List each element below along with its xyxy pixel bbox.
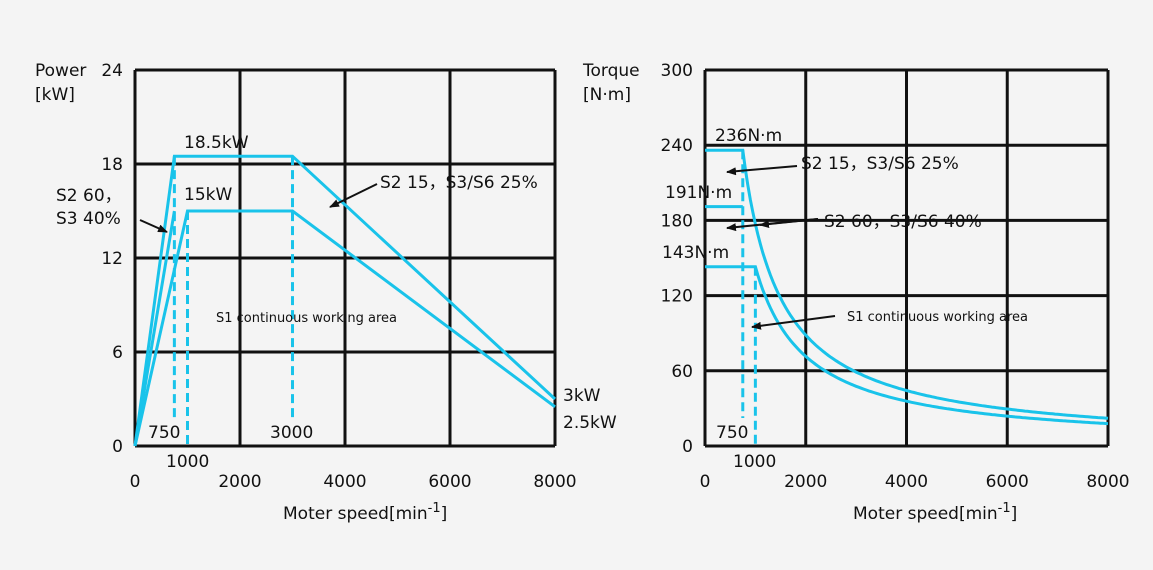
c2-xtick-2000: 2000 [784,472,827,492]
power-label-750: 750 [148,423,180,443]
c2-ytick-240: 240 [661,136,693,156]
power-series-line-0 [133,154,557,447]
torque-series-line-0 [705,148,1109,420]
torque-annotation-236nm: 236N·m [715,126,782,146]
power-grid [133,68,557,448]
power-series-line-1 [133,210,176,447]
power-xlabel: Moter speed[min-1] [283,501,447,524]
c2-ytick-0: 0 [682,437,693,457]
torque-ylabel-line2: [N·m] [583,85,631,105]
power-annotation-2-5kw: 2.5kW [563,413,617,433]
c2-xtick-4000: 4000 [885,472,928,492]
c1-xtick-0: 0 [130,472,141,492]
power-annotation-s1: S1 continuous working area [216,311,397,326]
power-annotation-s2-15: S2 15，S3/S6 25% [380,173,538,193]
torque-arrow-s1 [751,315,836,330]
power-chart: 0 2000 4000 6000 8000 0 6 12 18 24 Power [kW] Mot… [35,61,617,524]
power-annotation-15kw: 15kW [184,185,232,205]
c2-ytick-180: 180 [661,211,693,231]
power-arrow-s2-60 [139,219,168,233]
power-annotation-s3-40: S3 40% [56,209,121,229]
c2-ytick-120: 120 [661,287,693,307]
c2-xtick-0: 0 [700,472,711,492]
c1-ytick-18: 18 [101,155,123,175]
power-arrow-s2-15 [329,183,378,208]
torque-ylabel-line1: Torque [582,61,640,81]
c2-ytick-300: 300 [661,61,693,81]
torque-series-line-2 [705,265,1109,426]
torque-arrow-s2-15 [726,165,798,176]
c1-ytick-6: 6 [112,343,123,363]
c1-xtick-6000: 6000 [428,472,471,492]
power-tick-labels: 0 2000 4000 6000 8000 0 6 12 18 24 [101,61,576,492]
torque-series [705,148,1109,446]
torque-label-1000: 1000 [733,452,776,472]
torque-annotation-s1: S1 continuous working area [847,310,1028,325]
c1-ytick-12: 12 [101,249,123,269]
torque-arrow-s2-60b [759,218,819,229]
c1-ytick-0: 0 [112,437,123,457]
c1-xtick-2000: 2000 [218,472,261,492]
power-annotation-s2-60: S2 60， [56,186,122,206]
power-label-1000: 1000 [166,452,209,472]
power-label-3000: 3000 [270,423,313,443]
c2-xtick-8000: 8000 [1086,472,1129,492]
power-ylabel-line2: [kW] [35,85,75,105]
torque-label-750: 750 [716,423,748,443]
c2-ytick-60: 60 [671,362,693,382]
c1-ytick-24: 24 [101,61,123,81]
power-ylabel-line1: Power [35,61,86,81]
torque-annotation-s2-15: S2 15，S3/S6 25% [801,154,959,174]
torque-annotation-191nm: 191N·m [665,183,732,203]
power-annotation-3kw: 3kW [563,386,601,406]
c2-xtick-6000: 6000 [986,472,1029,492]
torque-annotation-s2-60: S2 60，S3/S6 40% [824,212,982,232]
torque-tick-labels: 0 2000 4000 6000 8000 0 60 120 180 240 300 [661,61,1130,492]
c1-xtick-8000: 8000 [533,472,576,492]
power-series [133,154,557,447]
torque-grid [703,68,1110,448]
power-series-line-2 [133,209,556,447]
power-annotation-18-5kw: 18.5kW [184,133,249,153]
torque-annotation-143nm: 143N·m [662,243,729,263]
c1-xtick-4000: 4000 [323,472,366,492]
torque-xlabel: Moter speed[min-1] [853,501,1017,524]
